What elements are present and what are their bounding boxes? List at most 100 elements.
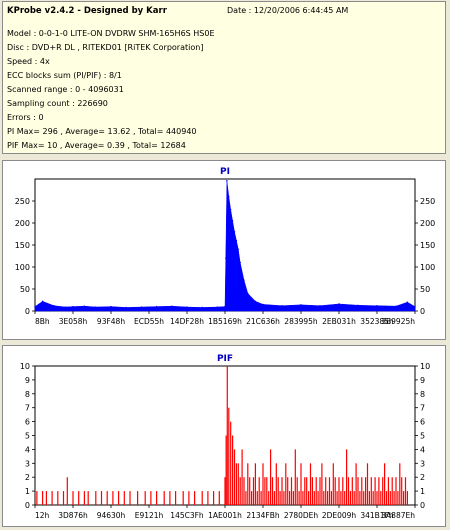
pi-data-point	[216, 306, 219, 308]
scan-date: Date : 12/20/2006 6:44:45 AM	[227, 6, 349, 15]
y-tick-label-left: 3	[25, 459, 30, 468]
y-tick-label-right: 1	[420, 487, 425, 496]
pif-chart-panel: PIF 0 0 1 1 2 2 3 3 4 4 5 5 6 6 7 7 8 8 9 9 10 10 12h 3D876h 9463…	[2, 345, 446, 527]
y-tick-label-right: 5	[420, 432, 425, 441]
pi-data-point	[230, 209, 232, 211]
y-tick-label-right: 250	[420, 197, 435, 206]
pi-data-point	[235, 239, 238, 242]
x-tick-label: ECD55h	[134, 317, 164, 326]
y-tick-label-right: 7	[420, 404, 425, 413]
y-tick-label-right: 50	[420, 285, 430, 294]
pi-summary: PI Max= 296 , Average= 13.62 , Total= 44…	[7, 127, 197, 136]
y-tick-label-right: 0	[420, 307, 425, 316]
y-tick-label-right: 200	[420, 219, 435, 228]
pi-data-point	[171, 305, 173, 307]
app-title: KProbe v2.4.2 - Designed by Karr	[7, 6, 167, 16]
y-tick-label-right: 3	[420, 459, 425, 468]
pi-data-point	[300, 304, 302, 306]
pi-chart: PI 0 0 50 50 100 100 150 150 200 200 250 250 8Bh 3E058…	[15, 167, 436, 326]
y-tick-label-left: 7	[25, 404, 30, 413]
pi-data-point	[225, 257, 227, 259]
designer-credit: Designed by Karr	[83, 6, 167, 16]
y-tick-label-right: 4	[420, 445, 425, 454]
pi-data-point	[376, 305, 378, 307]
scan-speed: Speed : 4x	[7, 57, 50, 66]
y-tick-label-right: 2	[420, 473, 425, 482]
disc-info: Disc : DVD+R DL , RITEKD01 [RiTEK Corpor…	[7, 43, 204, 52]
y-tick-label-right: 9	[420, 376, 425, 385]
chart-title: PI	[220, 167, 230, 177]
pi-data-point	[237, 248, 239, 251]
x-tick-label: 3A887Eh	[381, 511, 415, 520]
y-tick-label-left: 150	[15, 241, 30, 250]
y-tick-label-right: 6	[420, 418, 425, 427]
pi-data-point	[281, 305, 283, 307]
drive-model: Model : 0-0-1-0 LITE-ON DVDRW SHM-165H6S…	[7, 29, 215, 38]
pi-data-point	[231, 220, 234, 222]
y-tick-label-right: 8	[420, 390, 425, 399]
pi-data-point	[228, 195, 230, 198]
x-tick-label: 94630h	[97, 511, 126, 520]
pi-data-point	[41, 300, 44, 303]
plot-area	[34, 178, 416, 312]
pi-data-point	[83, 305, 86, 307]
pi-data-point	[95, 306, 97, 308]
info-panel: KProbe v2.4.2 - Designed by Karr Date : …	[2, 1, 446, 154]
x-tick-label: 1AE001h	[208, 511, 242, 520]
y-tick-label-right: 10	[420, 362, 430, 371]
y-tick-label-left: 6	[25, 418, 30, 427]
scanned-range: Scanned range : 0 - 4096031	[7, 85, 124, 94]
pi-data-point	[357, 304, 359, 306]
x-tick-label: 352385h	[360, 317, 394, 326]
y-tick-label-left: 100	[15, 263, 30, 272]
y-tick-label-left: 1	[25, 487, 30, 496]
app-name: KProbe v2.4.2	[7, 6, 75, 16]
x-tick-label: 93F48h	[97, 317, 125, 326]
y-tick-label-right: 150	[420, 241, 435, 250]
pi-data-point	[53, 305, 55, 307]
x-tick-label: 3D876h	[58, 511, 88, 520]
y-tick-label-left: 250	[15, 197, 30, 206]
pi-data-point	[247, 292, 249, 295]
pi-data-point	[338, 303, 340, 305]
pi-data-point	[395, 305, 397, 307]
pi-data-point	[243, 279, 245, 281]
y-tick-label-right: 0	[420, 501, 425, 510]
y-tick-label-left: 10	[20, 362, 30, 371]
pi-data-point	[125, 306, 127, 309]
x-tick-label: 2780DEh	[284, 511, 319, 520]
ecc-blocks: ECC blocks sum (PI/PIF) : 8/1	[7, 71, 122, 80]
y-tick-label-left: 50	[20, 285, 30, 294]
pi-data-point	[262, 303, 264, 306]
x-tick-label: 21C636h	[246, 317, 280, 326]
x-tick-label: 8Bh	[35, 317, 50, 326]
title-separator: -	[74, 6, 84, 16]
x-tick-label: 14DF28h	[170, 317, 204, 326]
y-tick-label-left: 9	[25, 376, 30, 385]
pif-summary: PIF Max= 10 , Average= 0.39 , Total= 126…	[7, 141, 186, 150]
x-tick-label: 1B5169h	[208, 317, 242, 326]
pi-data-point	[110, 305, 112, 308]
y-tick-label-right: 100	[420, 263, 435, 272]
pi-data-point	[155, 305, 158, 308]
y-tick-label-left: 0	[25, 501, 30, 510]
pi-data-point	[72, 305, 74, 308]
pi-data-point	[406, 301, 409, 303]
x-tick-label: 283995h	[284, 317, 318, 326]
y-tick-label-left: 0	[25, 307, 30, 316]
y-tick-label-left: 8	[25, 390, 30, 399]
x-tick-label: E9121h	[135, 511, 164, 520]
pi-data-point	[319, 305, 321, 307]
x-tick-label: 12h	[35, 511, 50, 520]
pi-chart-panel: PI 0 0 50 50 100 100 150 150 200 200 250 250 8Bh 3E058…	[2, 160, 446, 340]
pi-data-point	[239, 261, 241, 264]
x-tick-label: 2EB031h	[322, 317, 356, 326]
y-tick-label-left: 4	[25, 445, 30, 454]
x-tick-label: 341B1Fh	[360, 511, 394, 520]
chart-title: PIF	[217, 354, 233, 364]
pi-data-point	[226, 180, 228, 182]
pi-data-point	[224, 305, 226, 308]
y-tick-label-left: 5	[25, 432, 30, 441]
y-tick-label-left: 200	[15, 219, 30, 228]
y-tick-label-left: 2	[25, 473, 30, 482]
